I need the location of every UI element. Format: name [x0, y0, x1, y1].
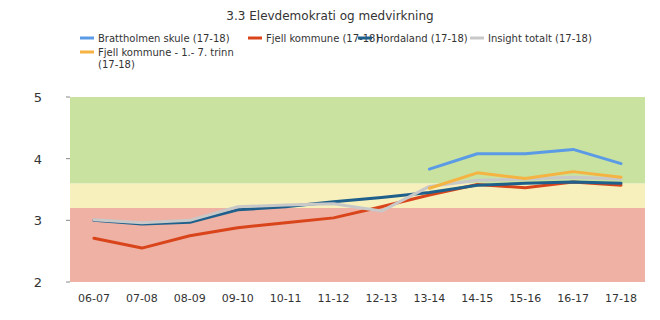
legend-swatch — [248, 37, 262, 40]
x-tick-label: 15-16 — [509, 292, 541, 305]
series-line — [94, 182, 621, 248]
y-tick — [66, 282, 70, 283]
y-tick — [66, 97, 70, 98]
y-tick-label: 5 — [34, 90, 42, 105]
x-tick-label: 13-14 — [413, 292, 445, 305]
legend-label: Insight totalt (17-18) — [488, 33, 592, 44]
legend-label: Fjell kommune - 1.- 7. trinn(17-18) — [98, 47, 234, 70]
x-tick-label: 10-11 — [270, 292, 302, 305]
series-line — [429, 149, 621, 169]
series-line — [429, 172, 621, 189]
legend-label-line: (17-18) — [98, 59, 135, 70]
legend-label: Hordaland (17-18) — [376, 33, 468, 44]
title: 3.3 Elevdemokrati og medvirkning — [226, 9, 433, 23]
x-tick-label: 06-07 — [78, 292, 110, 305]
series-line — [94, 177, 621, 223]
legend-label: Brattholmen skule (17-18) — [98, 33, 230, 44]
legend-item: Insight totalt (17-18) — [470, 33, 592, 44]
x-tick-label: 08-09 — [174, 292, 206, 305]
y-tick-label: 2 — [34, 275, 42, 290]
lines — [94, 149, 621, 248]
x-tick-label: 14-15 — [461, 292, 493, 305]
bands — [70, 97, 645, 282]
x-tick-label: 16-17 — [557, 292, 589, 305]
y-tick-label: 3 — [34, 213, 42, 228]
x-tick-label: 07-08 — [126, 292, 158, 305]
x-tick-label: 09-10 — [222, 292, 254, 305]
x-tick-label: 12-13 — [365, 292, 397, 305]
legend-label: Fjell kommune (17-18) — [266, 33, 379, 44]
legend-swatch — [80, 51, 94, 54]
legend-swatch — [80, 37, 94, 40]
legend-swatch — [470, 37, 484, 40]
y-tick — [66, 158, 70, 159]
x-tick-label: 11-12 — [318, 292, 350, 305]
legend-item: Brattholmen skule (17-18) — [80, 33, 230, 44]
x-tick-label: 17-18 — [605, 292, 637, 305]
y-tick-label: 4 — [34, 152, 42, 167]
legend-item: Hordaland (17-18) — [358, 33, 468, 44]
y-tick — [66, 220, 70, 221]
chart: 3.3 Elevdemokrati og medvirkning 2 3 4 5 06-0… — [0, 0, 660, 320]
legend-swatch — [358, 37, 372, 40]
band — [70, 183, 645, 208]
legend-item: Fjell kommune (17-18) — [248, 33, 379, 44]
legend-label-line: Fjell kommune - 1.- 7. trinn — [98, 47, 234, 58]
legend-item: Fjell kommune - 1.- 7. trinn(17-18) — [80, 47, 234, 70]
series-line — [94, 182, 621, 224]
band — [70, 97, 645, 183]
